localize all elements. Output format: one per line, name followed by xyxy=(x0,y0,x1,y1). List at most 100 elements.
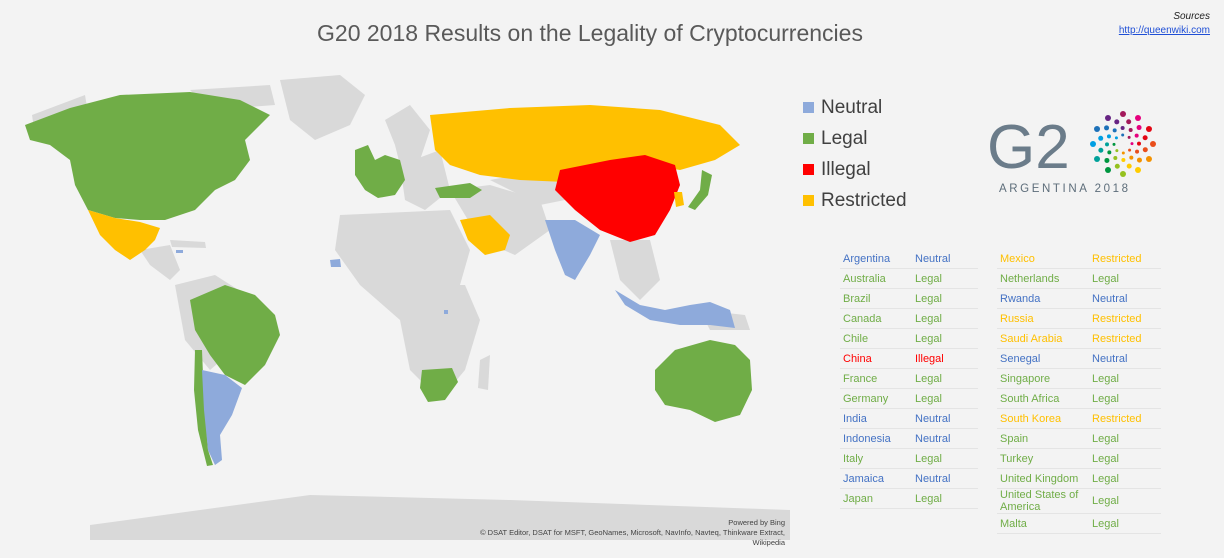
unmarked-land xyxy=(32,75,790,540)
legend-label: Restricted xyxy=(821,189,907,211)
status-cell: Illegal xyxy=(912,348,978,369)
map-region-jamaica xyxy=(176,250,183,253)
map-region-south-korea xyxy=(674,192,684,207)
legend-label: Illegal xyxy=(821,158,871,180)
logo-dot xyxy=(1098,147,1104,153)
country-cell: Rwanda xyxy=(997,288,1089,309)
logo-dot xyxy=(1105,142,1110,147)
country-cell: Canada xyxy=(840,308,912,329)
greenland xyxy=(280,75,365,140)
logo-dot xyxy=(1114,119,1120,125)
map-region-mexico xyxy=(88,210,160,260)
logo-dot xyxy=(1142,147,1148,153)
map-region-indonesia xyxy=(615,290,735,328)
country-cell: Senegal xyxy=(997,348,1089,369)
status-table-left: Argentina Neutral Australia Legal Brazil Lega… xyxy=(840,249,978,509)
table-row: Australia Legal xyxy=(840,268,978,289)
middle-east xyxy=(450,185,550,255)
page-title: G20 2018 Results on the Legality of Cryp… xyxy=(317,20,863,46)
logo-dot xyxy=(1113,156,1118,161)
logo-dot xyxy=(1121,151,1125,155)
logo-dot xyxy=(1098,135,1104,141)
status-cell: Neutral xyxy=(912,249,978,269)
country-cell: Jamaica xyxy=(840,468,912,489)
status-cell: Legal xyxy=(912,328,978,349)
central-africa xyxy=(360,285,480,400)
status-cell: Legal xyxy=(1089,368,1161,389)
status-cell: Legal xyxy=(912,308,978,329)
status-cell: Neutral xyxy=(912,428,978,449)
logo-sub-text: ARGENTINA 2018 xyxy=(999,183,1131,195)
table-row: Senegal Neutral xyxy=(997,348,1161,369)
country-cell: Netherlands xyxy=(997,268,1089,289)
north-africa xyxy=(335,210,470,295)
table-row: Canada Legal xyxy=(840,308,978,329)
status-cell: Restricted xyxy=(1089,308,1161,329)
status-cell: Legal xyxy=(1089,468,1161,489)
legend-item-restricted: Restricted xyxy=(803,185,907,216)
legend-item-illegal: Illegal xyxy=(803,154,907,185)
country-cell: United Kingdom xyxy=(997,468,1089,489)
table-row: Saudi Arabia Restricted xyxy=(997,328,1161,349)
logo-dot xyxy=(1126,163,1132,169)
logo-dot xyxy=(1120,171,1126,177)
logo-dot xyxy=(1105,115,1111,122)
logo-dot xyxy=(1120,111,1126,117)
status-table-right: Mexico Restricted Netherlands Legal Rwanda Ne… xyxy=(997,249,1161,534)
country-cell: Singapore xyxy=(997,368,1089,389)
table-row: Rwanda Neutral xyxy=(997,288,1161,309)
logo-dot xyxy=(1104,125,1110,131)
logo-dot xyxy=(1120,126,1125,131)
legend-swatch xyxy=(803,102,814,113)
country-cell: United States of America xyxy=(997,488,1089,514)
status-cell: Legal xyxy=(1089,428,1161,449)
logo-dot xyxy=(1114,163,1120,169)
legend-swatch xyxy=(803,195,814,206)
country-cell: Brazil xyxy=(840,288,912,309)
country-cell: Indonesia xyxy=(840,428,912,449)
status-cell: Restricted xyxy=(1089,249,1161,269)
logo-dot xyxy=(1135,115,1141,122)
map-region-australia xyxy=(655,340,752,422)
table-row: Chile Legal xyxy=(840,328,978,349)
country-cell: South Korea xyxy=(997,408,1089,429)
table-row: India Neutral xyxy=(840,408,978,429)
antarctica xyxy=(90,495,790,540)
country-cell: Saudi Arabia xyxy=(997,328,1089,349)
logo-dot xyxy=(1129,155,1134,160)
country-cell: France xyxy=(840,368,912,389)
sources-link[interactable]: http://queenwiki.com xyxy=(1118,25,1210,36)
country-cell: Germany xyxy=(840,388,912,409)
map-region-brazil xyxy=(190,285,280,385)
table-row: Germany Legal xyxy=(840,388,978,409)
logo-dot xyxy=(1114,136,1118,140)
table-row: Jamaica Neutral xyxy=(840,468,978,489)
country-cell: Malta xyxy=(997,513,1089,534)
table-row: Malta Legal xyxy=(997,513,1161,534)
map-region-china xyxy=(555,155,680,242)
table-row: France Legal xyxy=(840,368,978,389)
map-region-japan xyxy=(688,170,712,210)
southeast-asia xyxy=(610,240,660,300)
logo-dot xyxy=(1130,142,1134,146)
status-cell: Restricted xyxy=(1089,408,1161,429)
logo-dot xyxy=(1142,135,1148,141)
sources-label: Sources xyxy=(1173,11,1210,22)
status-cell: Neutral xyxy=(912,408,978,429)
logo-dot xyxy=(1136,157,1142,163)
legend-item-legal: Legal xyxy=(803,123,907,154)
table-row: Italy Legal xyxy=(840,448,978,469)
credit-line-2: © DSAT Editor, DSAT for MSFT, GeoNames, … xyxy=(480,528,785,547)
map-region-north-america xyxy=(25,92,270,220)
logo-dot xyxy=(1150,141,1156,147)
logo-dot-ring xyxy=(1090,111,1156,177)
logo-dot xyxy=(1121,157,1126,162)
country-cell: Chile xyxy=(840,328,912,349)
table-row: Argentina Neutral xyxy=(840,249,978,269)
status-cell: Neutral xyxy=(1089,348,1161,369)
legend-label: Neutral xyxy=(821,96,883,118)
madagascar xyxy=(478,355,490,390)
logo-dot xyxy=(1126,119,1132,125)
legend-label: Legal xyxy=(821,127,868,149)
map-region-india xyxy=(545,220,600,280)
